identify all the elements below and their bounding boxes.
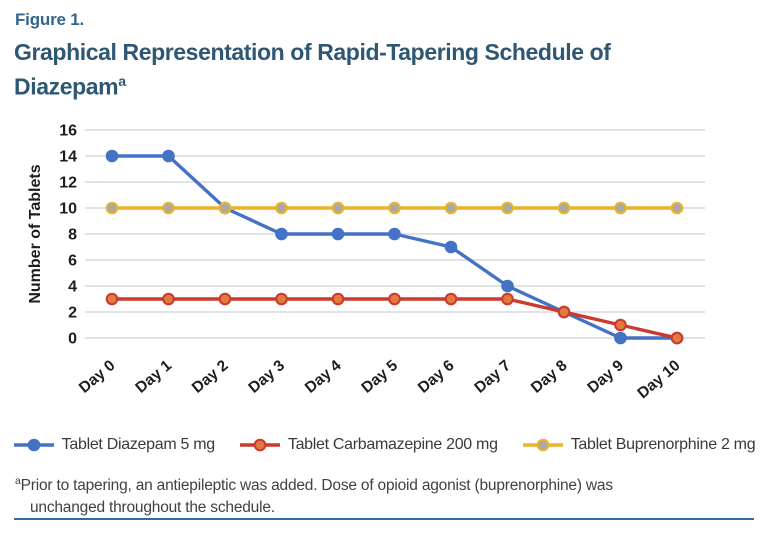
- series-line-1: [110, 154, 679, 340]
- data-point: [557, 305, 571, 319]
- y-tick-label: 12: [59, 175, 77, 192]
- data-point: [614, 318, 627, 332]
- data-point: [331, 292, 345, 306]
- data-point: [444, 240, 458, 254]
- legend-marker-icon: [239, 438, 280, 452]
- data-point: [218, 201, 232, 215]
- data-point: [388, 227, 401, 241]
- data-point: [218, 292, 232, 306]
- data-point: [275, 292, 288, 306]
- data-point: [444, 292, 458, 306]
- data-point: [670, 331, 684, 345]
- data-point: [331, 201, 345, 215]
- x-tick-label: Day 8: [528, 357, 571, 397]
- legend-marker-icon: [522, 438, 563, 452]
- data-point: [331, 227, 345, 241]
- figure-label: Figure 1.: [15, 10, 85, 29]
- data-point: [501, 292, 514, 306]
- chart-legend: Tablet Diazepam 5 mg Tablet Carbamazepine…: [0, 436, 768, 454]
- legend-item-3: Tablet Buprenorphine 2 mg: [522, 436, 756, 454]
- x-tick-label: Day 10: [634, 357, 683, 402]
- y-tick-label: 8: [68, 227, 77, 244]
- data-point: [105, 149, 119, 163]
- legend-item-1: Tablet Diazepam 5 mg: [13, 436, 215, 454]
- data-point: [501, 279, 514, 293]
- footnote: aPrior to tapering, an antiepileptic was…: [15, 470, 735, 519]
- x-tick-label: Day 9: [584, 357, 627, 397]
- x-tick-label: Day 2: [189, 357, 232, 397]
- x-tick-label: Day 3: [245, 357, 288, 397]
- y-tick-label: 0: [68, 331, 77, 348]
- x-tick-label: Day 6: [415, 357, 458, 397]
- data-point: [162, 201, 175, 215]
- footnote-superscript: a: [15, 475, 21, 487]
- legend-label: Tablet Carbamazepine 200 mg: [287, 436, 498, 453]
- legend-label: Tablet Buprenorphine 2 mg: [570, 436, 756, 453]
- chart-title-line1: Graphical Representation of Rapid-Taperi…: [14, 39, 611, 65]
- data-point: [275, 227, 288, 241]
- y-tick-label: 4: [68, 279, 77, 296]
- x-tick-label: Day 0: [76, 357, 119, 397]
- x-tick-label: Day 4: [302, 357, 345, 397]
- y-tick-label: 6: [68, 253, 77, 270]
- chart-title: Graphical Representation of Rapid-Taperi…: [14, 38, 611, 102]
- y-tick-label: 16: [59, 123, 77, 140]
- y-tick-label: 14: [59, 149, 77, 166]
- data-point: [105, 201, 119, 215]
- chart-canvas: 0 2 4 6 8 10 12 14 16 Number of Tablets Day 0 Day 1…: [27, 123, 705, 402]
- title-superscript: a: [118, 73, 126, 89]
- data-point: [162, 149, 175, 163]
- x-tick-label: Day 1: [132, 357, 175, 397]
- footnote-line2: unchanged throughout the schedule.: [30, 499, 275, 517]
- legend-label: Tablet Diazepam 5 mg: [61, 436, 216, 453]
- bottom-rule: [14, 518, 754, 520]
- data-point: [501, 201, 514, 215]
- chart-title-line2: Diazepam: [14, 73, 119, 100]
- y-tick-label: 2: [68, 305, 77, 322]
- footnote-line1: aPrior to tapering, an antiepileptic was…: [15, 475, 613, 495]
- data-point: [614, 331, 627, 345]
- y-axis-title: Number of Tablets: [27, 164, 44, 303]
- data-point: [162, 292, 175, 306]
- data-point: [670, 201, 684, 215]
- line-chart: 0 2 4 6 8 10 12 14 16 Number of Tablets Day 0 Day 1…: [0, 105, 768, 415]
- legend-marker-icon: [13, 438, 54, 452]
- data-point: [444, 201, 458, 215]
- x-tick-label: Day 5: [358, 357, 401, 397]
- data-point: [105, 292, 119, 306]
- y-tick-label: 10: [59, 201, 77, 218]
- data-point: [557, 201, 571, 215]
- legend-item-2: Tablet Carbamazepine 200 mg: [239, 436, 498, 454]
- data-point: [614, 201, 627, 215]
- x-tick-label: Day 7: [471, 357, 514, 397]
- data-point: [388, 292, 401, 306]
- data-point: [275, 201, 288, 215]
- data-point: [388, 201, 401, 215]
